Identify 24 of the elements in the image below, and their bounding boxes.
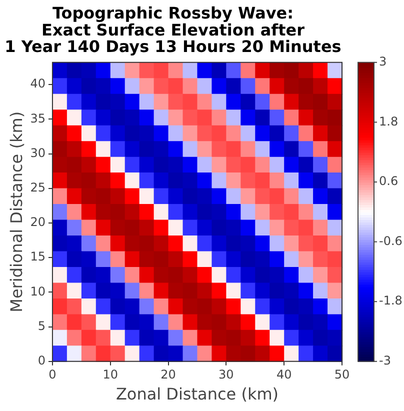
- x-tick-label: 10: [102, 368, 118, 382]
- y-tick-label: 10: [30, 284, 46, 298]
- color-bar-label: -3: [379, 354, 391, 368]
- color-bar-label: 3: [379, 54, 387, 69]
- y-tick-label: 25: [30, 180, 46, 194]
- y-tick-label: 15: [30, 250, 46, 264]
- x-tick-label: 50: [334, 368, 350, 382]
- color-bar-label: -1.8: [379, 294, 402, 308]
- x-tick-label: 20: [160, 368, 176, 382]
- x-tick-label: 30: [218, 368, 234, 382]
- y-tick-label: 0: [38, 354, 46, 368]
- y-tick-label: 20: [30, 215, 46, 230]
- chart-title: Topographic Rossby Wave: Exact Surface Elevation after 1 Year 140 Days 13 Hours 20 Minutes: [4, 4, 342, 56]
- y-tick-label: 40: [30, 76, 46, 91]
- y-axis-title: Meridional Distance (km): [6, 111, 26, 312]
- color-bar-label: 1.8: [379, 114, 398, 128]
- x-tick-label: 40: [276, 368, 292, 382]
- color-bar-label: -0.6: [379, 234, 402, 248]
- y-tick-label: 5: [38, 318, 46, 333]
- y-tick-label: 35: [30, 111, 46, 126]
- y-tick-label: 30: [30, 146, 46, 160]
- color-bar-label: 0.6: [379, 174, 398, 188]
- x-tick-label: 0: [48, 368, 56, 382]
- x-axis-title: Zonal Distance (km): [116, 384, 279, 404]
